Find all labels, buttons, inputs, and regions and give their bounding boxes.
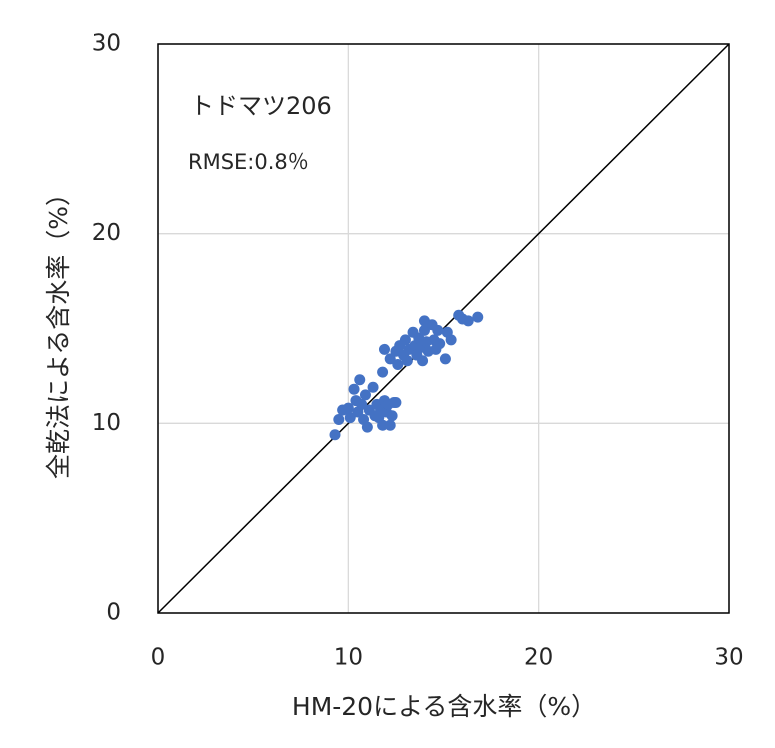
y-tick-label: 30 [92, 31, 121, 57]
scatter-point [367, 381, 379, 393]
scatter-point [377, 366, 389, 378]
scatter-point [342, 402, 354, 414]
y-tick-label: 0 [106, 600, 121, 626]
annotation: トドマツ206 [190, 92, 332, 120]
scatter-point [361, 421, 373, 433]
y-axis-title: 全乾法による含水率（%） [44, 181, 73, 479]
annotation: RMSE:0.8％ [188, 150, 309, 174]
y-tick-label: 20 [92, 220, 121, 246]
scatter-point [348, 383, 360, 395]
x-axis-title: HM-20による含水率（%） [292, 692, 596, 721]
scatter-point [386, 410, 398, 422]
plot-frame [157, 43, 730, 614]
scatter-point [417, 355, 429, 367]
scatter-point [432, 324, 444, 336]
scatter-point [462, 315, 474, 327]
scatter-point [418, 324, 430, 336]
scatter-point [434, 338, 446, 350]
scatter-point [377, 419, 389, 431]
scatter-point [392, 359, 404, 371]
scatter-point [472, 311, 484, 323]
scatter-point [439, 353, 451, 365]
scatter-point [384, 419, 396, 431]
x-tick-label: 20 [524, 645, 553, 671]
scatter-point [354, 374, 366, 386]
scatter-point [445, 334, 457, 346]
scatter-point [329, 429, 341, 441]
scatter-point [384, 353, 396, 365]
x-tick-label: 0 [151, 645, 166, 671]
scatter-point [390, 396, 402, 408]
scatter-point [399, 334, 411, 346]
scatter-point [401, 355, 413, 367]
y-tick-label: 10 [92, 410, 121, 436]
scatter-point [378, 343, 390, 355]
x-tick-label: 10 [334, 645, 363, 671]
scatter-point [359, 389, 371, 401]
scatter-point [333, 414, 345, 426]
x-tick-label: 30 [714, 645, 743, 671]
scatter-point [344, 412, 356, 424]
scatter-point [356, 398, 368, 410]
